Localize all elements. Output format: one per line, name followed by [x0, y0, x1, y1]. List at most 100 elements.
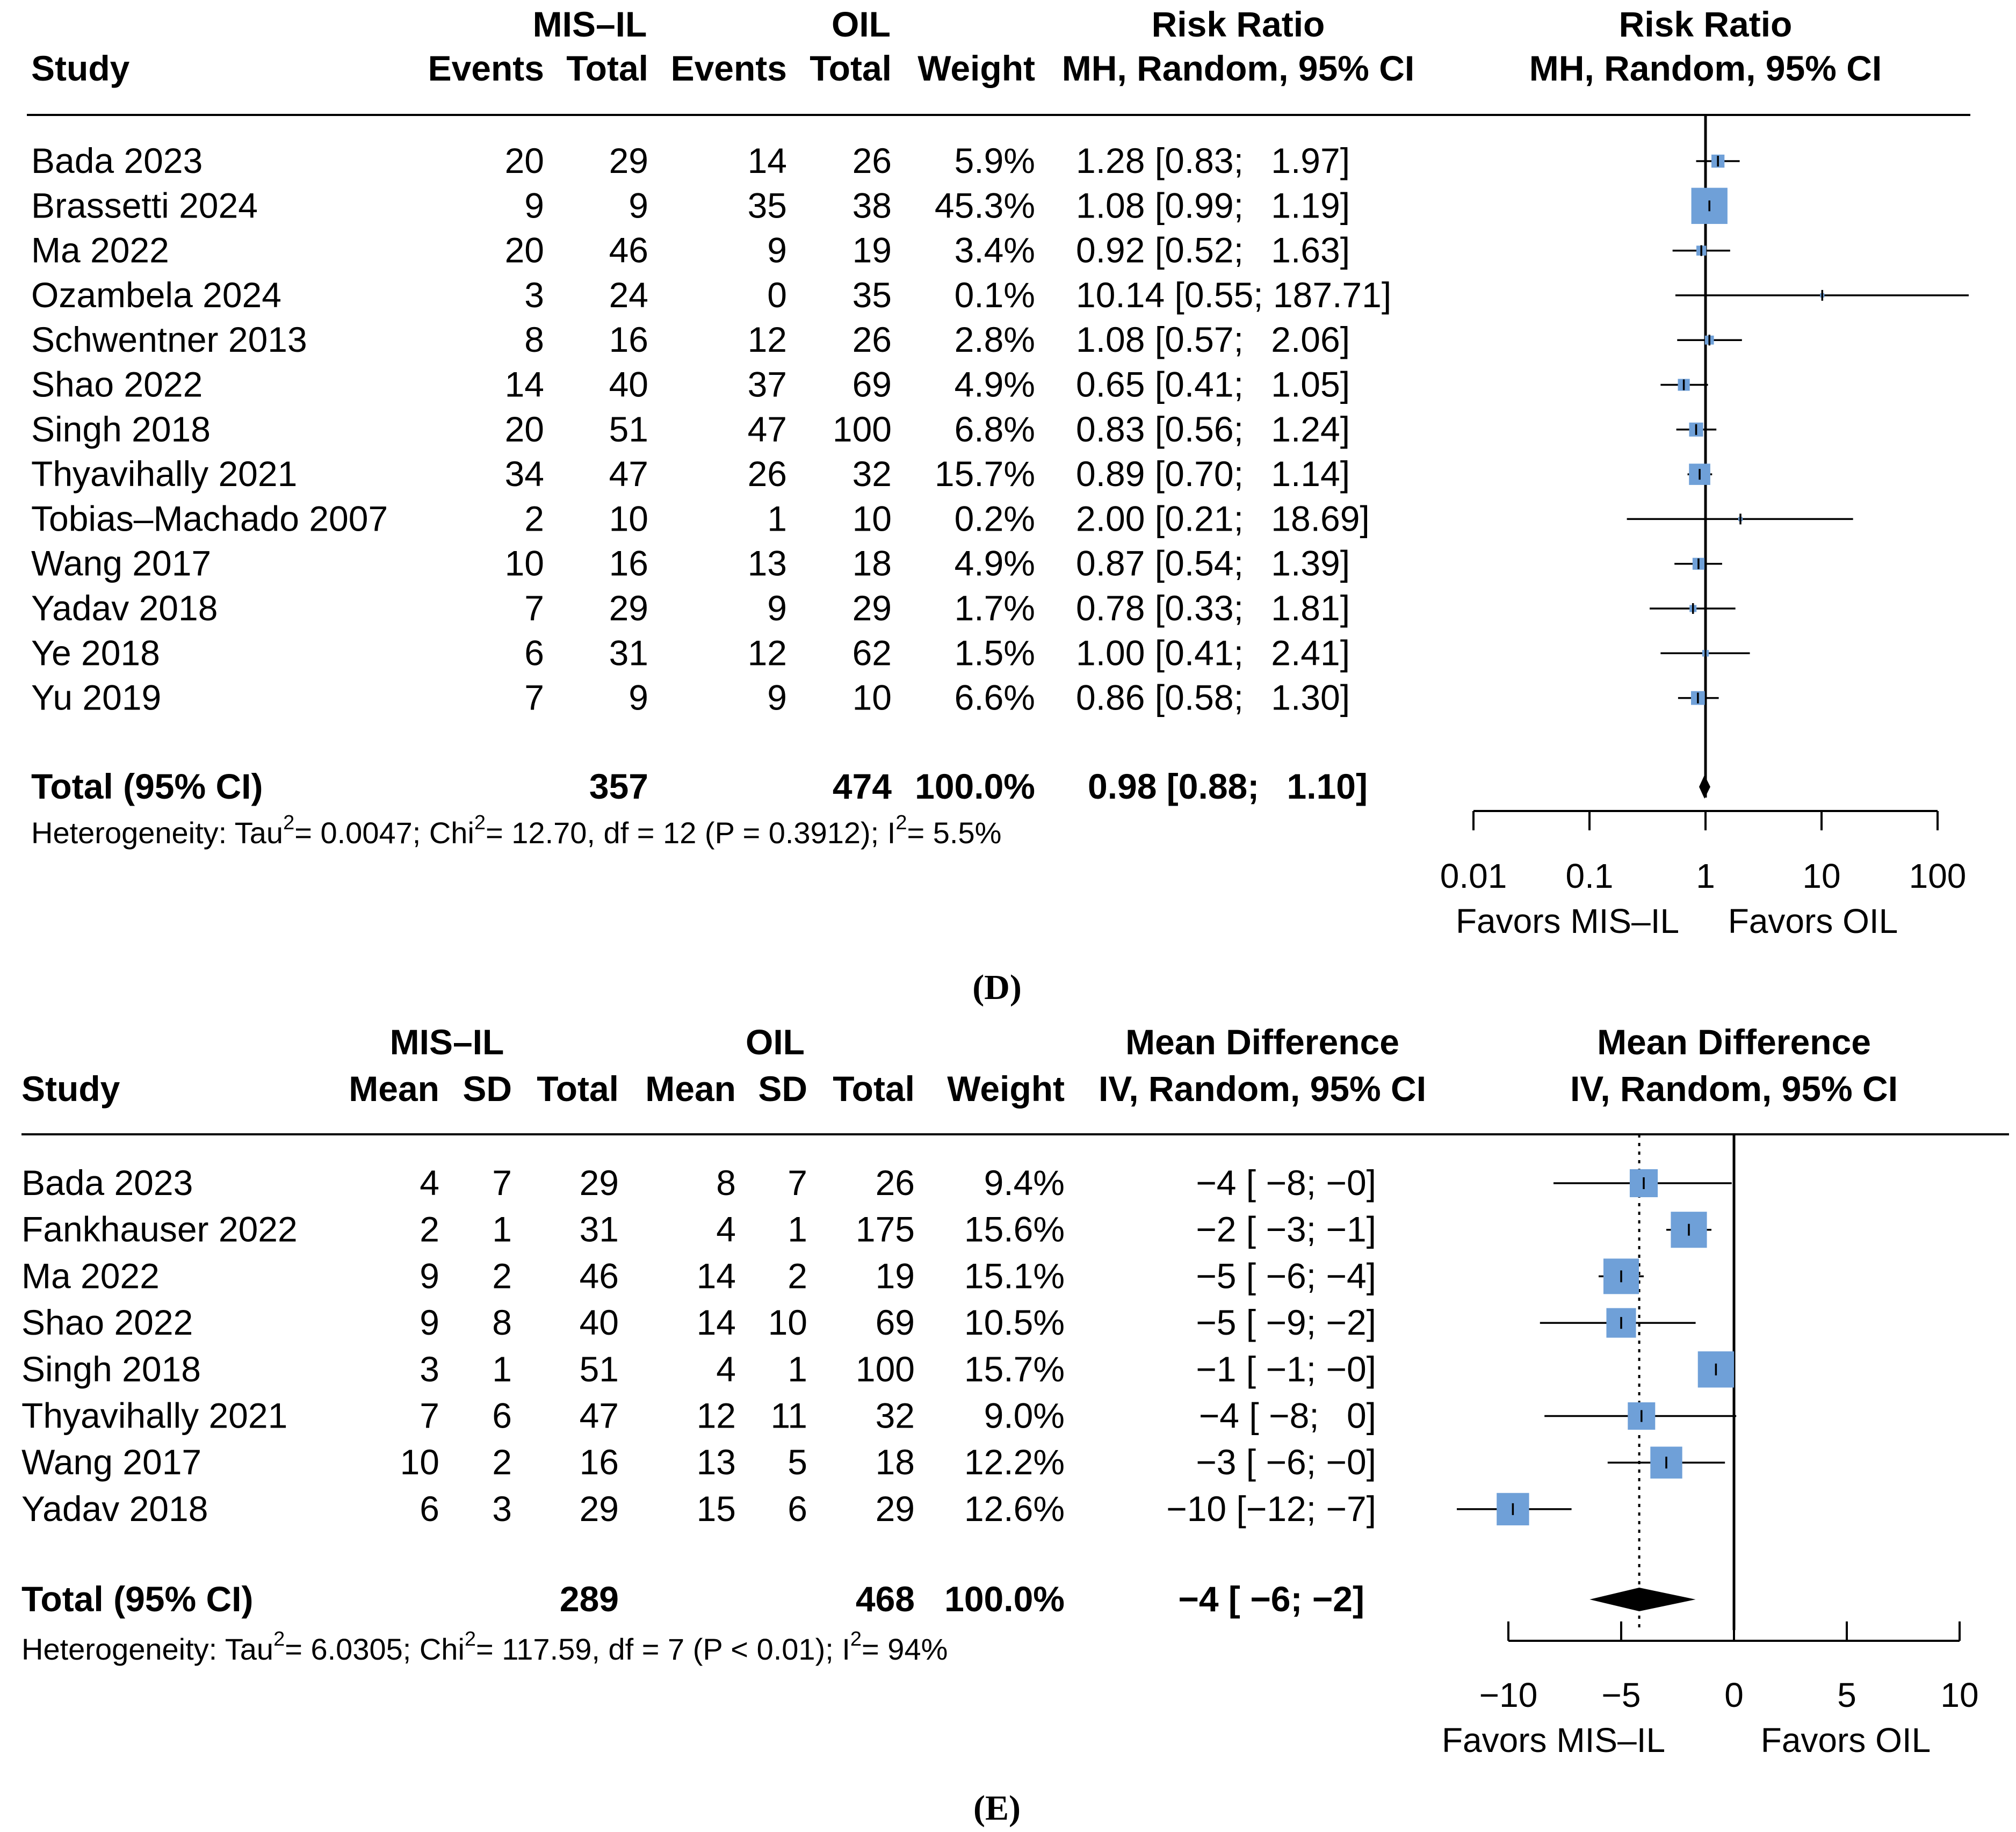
weight-value: 15.6%	[964, 1210, 1065, 1249]
events2-value: 9	[767, 588, 787, 628]
effect-ci-value: −1 [ −1; −0]	[1196, 1349, 1376, 1389]
events2-header: Events	[671, 48, 787, 88]
total2-value: 10	[852, 498, 892, 538]
mean2-value: 13	[697, 1442, 736, 1482]
study-name: Bada 2023	[31, 141, 203, 180]
sd1-value: 6	[492, 1396, 512, 1436]
sd1-value: 2	[492, 1256, 512, 1295]
study-name: Shao 2022	[31, 365, 203, 404]
total2-value: 38	[852, 185, 892, 225]
sd2-value: 2	[787, 1256, 807, 1295]
events1-value: 9	[524, 185, 544, 225]
events2-value: 37	[748, 365, 787, 404]
effect-ci-value: 0.87 [0.54; 1.39]	[1076, 544, 1350, 583]
favors-right-label: Favors OIL	[1728, 902, 1898, 940]
study-name: Yadav 2018	[21, 1489, 208, 1529]
study-name: Tobias–Machado 2007	[31, 498, 388, 538]
study-name: Thyavihally 2021	[31, 454, 297, 494]
study-header: Study	[21, 1069, 120, 1109]
weight-value: 45.3%	[935, 185, 1035, 225]
mean2-value: 15	[697, 1489, 736, 1529]
sd2-value: 6	[787, 1489, 807, 1529]
sd2-value: 10	[768, 1302, 807, 1342]
total1-value: 31	[580, 1210, 619, 1249]
effect-ci-value: 0.83 [0.56; 1.24]	[1076, 409, 1350, 449]
events2-value: 26	[748, 454, 787, 494]
total1-value: 16	[580, 1442, 619, 1482]
effect-ci-value: 10.14 [0.55; 187.71]	[1076, 275, 1391, 315]
x-tick-label: 100	[1909, 857, 1967, 895]
total1-value: 29	[609, 588, 648, 628]
mean2-value: 12	[697, 1396, 736, 1436]
total2-value: 18	[876, 1442, 915, 1482]
panel-label-e: (E)	[973, 1788, 1021, 1828]
effect-ci-value: 2.00 [0.21; 18.69]	[1076, 498, 1370, 538]
x-tick-label: −5	[1602, 1676, 1641, 1714]
mean1-value: 3	[420, 1349, 439, 1389]
events2-value: 14	[748, 141, 787, 180]
total2-value: 19	[852, 230, 892, 270]
effect-ci-value: 0.86 [0.58; 1.30]	[1076, 678, 1350, 718]
effect-ci-value: −3 [ −6; −0]	[1196, 1442, 1376, 1482]
mean1-value: 4	[420, 1163, 439, 1203]
total1-value: 46	[580, 1256, 619, 1295]
total-effect-ci: 0.98 [0.88; 1.10]	[1088, 766, 1368, 806]
study-name: Fankhauser 2022	[21, 1210, 298, 1249]
study-name: Ma 2022	[21, 1256, 160, 1295]
effect-ci-value: −4 [ −8; 0]	[1199, 1396, 1376, 1436]
total2-value: 29	[852, 588, 892, 628]
total2-value: 26	[852, 320, 892, 359]
events1-value: 7	[524, 588, 544, 628]
total2-value: 32	[876, 1396, 915, 1436]
total1-header: Total	[537, 1069, 619, 1109]
total2-value: 26	[852, 141, 892, 180]
study-name: Shao 2022	[21, 1302, 193, 1342]
events1-value: 7	[524, 678, 544, 718]
events1-value: 20	[505, 230, 544, 270]
mean2-value: 14	[697, 1302, 736, 1342]
sd2-value: 1	[787, 1210, 807, 1249]
total2-value: 18	[852, 544, 892, 583]
total1-value: 47	[609, 454, 648, 494]
events1-header: Events	[428, 48, 544, 88]
total2-value: 100	[833, 409, 892, 449]
group1-header: MIS–IL	[390, 1022, 504, 1062]
heterogeneity-text: Heterogeneity: Tau2= 6.0305; Chi2= 117.5…	[21, 1628, 948, 1666]
total-label: Total (95% CI)	[31, 766, 263, 806]
sd2-value: 11	[770, 1396, 807, 1436]
total-weight: 100.0%	[915, 766, 1035, 806]
total2-value: 62	[852, 633, 892, 672]
total2-value: 69	[876, 1302, 915, 1342]
events1-value: 34	[505, 454, 544, 494]
x-tick-label: 10	[1802, 857, 1840, 895]
group1-header: MIS–IL	[533, 4, 647, 44]
total1-value: 29	[580, 1163, 619, 1203]
total2-sum: 474	[833, 766, 892, 806]
effect-subheader: IV, Random, 95% CI	[1099, 1069, 1426, 1109]
effect-ci-value: −4 [ −8; −0]	[1196, 1163, 1376, 1203]
total1-header: Total	[566, 48, 648, 88]
total2-header: Total	[833, 1069, 915, 1109]
study-name: Ozambela 2024	[31, 275, 281, 315]
effect-ci-value: 0.89 [0.70; 1.14]	[1076, 454, 1350, 494]
weight-value: 9.4%	[984, 1163, 1065, 1203]
total1-value: 24	[609, 275, 648, 315]
effect-ci-value: 0.65 [0.41; 1.05]	[1076, 365, 1350, 404]
x-tick-label: 10	[1940, 1676, 1978, 1714]
total1-value: 47	[580, 1396, 619, 1436]
total2-value: 35	[852, 275, 892, 315]
total1-value: 51	[580, 1349, 619, 1389]
total1-value: 46	[609, 230, 648, 270]
study-name: Singh 2018	[31, 409, 211, 449]
summary-diamond	[1589, 1588, 1696, 1611]
study-name: Bada 2023	[21, 1163, 193, 1203]
effect-ci-value: 1.08 [0.57; 2.06]	[1076, 320, 1350, 359]
study-name: Thyavihally 2021	[21, 1396, 287, 1436]
total2-value: 19	[876, 1256, 915, 1295]
sd1-value: 2	[492, 1442, 512, 1482]
study-name: Schwentner 2013	[31, 320, 307, 359]
total2-value: 29	[876, 1489, 915, 1529]
study-name: Brassetti 2024	[31, 185, 258, 225]
study-name: Yu 2019	[31, 678, 161, 718]
